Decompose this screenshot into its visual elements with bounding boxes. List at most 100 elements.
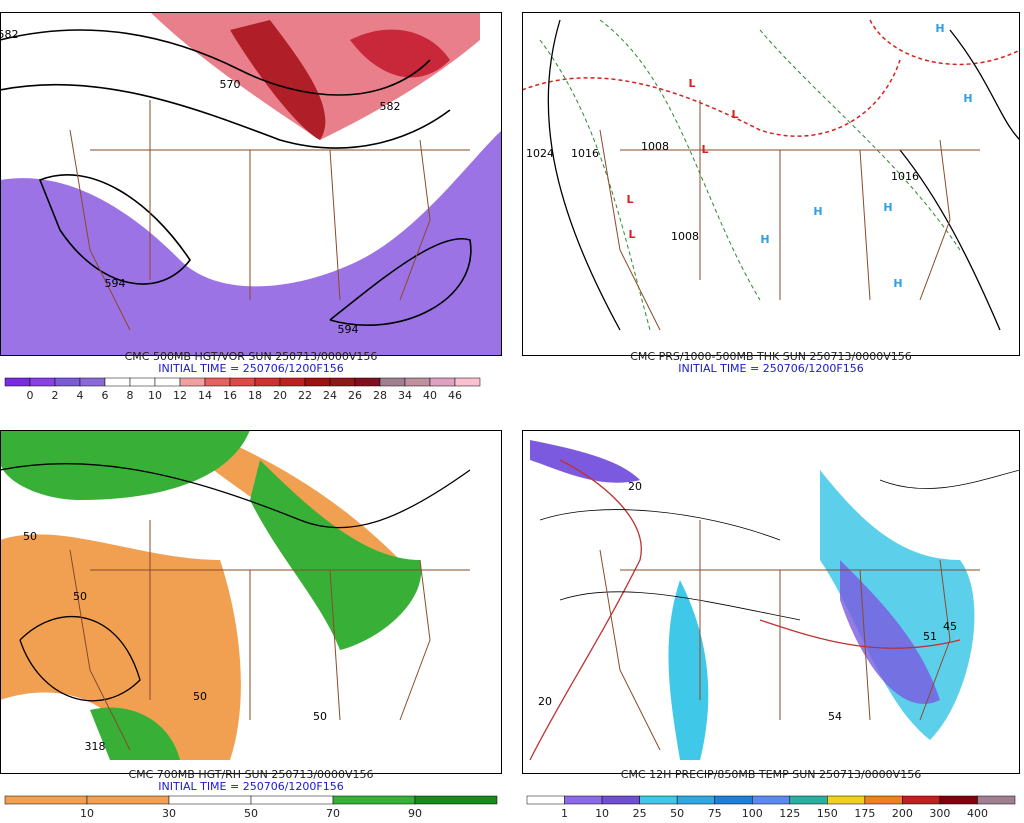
color-swatch — [86, 795, 170, 805]
scale-label: 400 — [967, 807, 988, 819]
humidity-map — [0, 430, 502, 773]
color-swatch — [564, 795, 603, 805]
contour-label: 45 — [943, 620, 957, 633]
color-swatch — [454, 377, 481, 387]
scale-label: 150 — [817, 807, 838, 819]
scale-label: 10 — [595, 807, 609, 819]
contour-label: 594 — [105, 277, 126, 290]
color-swatch — [789, 795, 828, 805]
color-swatch — [404, 377, 431, 387]
contour-label: 54 — [828, 710, 842, 723]
contour-label: L — [701, 143, 708, 156]
contour-label: 594 — [338, 323, 359, 336]
contour-label: 50 — [73, 590, 87, 603]
color-swatch — [379, 377, 406, 387]
scale-label: 22 — [298, 389, 312, 402]
contour-label: 1016 — [571, 147, 599, 160]
color-swatch — [304, 377, 331, 387]
scale-label: 46 — [448, 389, 462, 402]
scale-label: 8 — [127, 389, 134, 402]
contour-label: 582 — [0, 28, 19, 41]
color-swatch — [714, 795, 753, 805]
contour-label: 20 — [628, 480, 642, 493]
contour-label: 1008 — [671, 230, 699, 243]
scale-label: 90 — [408, 807, 422, 819]
scale-label: 30 — [162, 807, 176, 819]
scale-label: 75 — [708, 807, 722, 819]
color-swatch — [601, 795, 640, 805]
contour-label: H — [963, 92, 972, 105]
map-title: CMC 500MB HGT/VOR SUN 250713/0000V156 — [125, 350, 378, 363]
color-swatch — [250, 795, 334, 805]
color-swatch — [129, 377, 156, 387]
color-swatch — [977, 795, 1016, 805]
contour-label: 1008 — [641, 140, 669, 153]
contour-label: 318 — [85, 740, 106, 753]
contour-label: 50 — [193, 690, 207, 703]
color-swatch — [279, 377, 306, 387]
scale-label: 6 — [102, 389, 109, 402]
color-swatch — [54, 377, 81, 387]
color-swatch — [864, 795, 903, 805]
contour-label: L — [628, 228, 635, 241]
contour-label: 20 — [538, 695, 552, 708]
precip-map — [522, 430, 1020, 773]
color-swatch — [751, 795, 791, 805]
scale-label: 10 — [80, 807, 94, 819]
color-swatch — [4, 795, 88, 805]
scale-label: 12 — [173, 389, 187, 402]
scale-label: 25 — [633, 807, 647, 819]
scale-label: 24 — [323, 389, 337, 402]
color-swatch — [229, 377, 256, 387]
contour-label: L — [626, 193, 633, 206]
scale-label: 34 — [398, 389, 412, 402]
initial-time: INITIAL TIME = 250706/1200F156 — [158, 780, 343, 793]
contour-label: 50 — [313, 710, 327, 723]
color-swatch — [827, 795, 866, 805]
scale-label: 1 — [561, 807, 568, 819]
scale-label: 300 — [929, 807, 950, 819]
scale-label: 0 — [27, 389, 34, 402]
map-title: CMC PRS/1000-500MB THK SUN 250713/0000V1… — [630, 350, 911, 363]
scale-label: 125 — [779, 807, 800, 819]
contour-label: H — [813, 205, 822, 218]
map-title: CMC 700MB HGT/RH SUN 250713/0000V156 — [128, 768, 373, 781]
scale-label: 200 — [892, 807, 913, 819]
contour-label: 50 — [23, 530, 37, 543]
initial-time: INITIAL TIME = 250706/1200F156 — [678, 362, 863, 375]
scale-label: 50 — [670, 807, 684, 819]
contour-label: 51 — [923, 630, 937, 643]
scale-label: 16 — [223, 389, 237, 402]
color-swatch — [4, 377, 31, 387]
color-swatch — [79, 377, 106, 387]
scale-label: 100 — [742, 807, 763, 819]
color-swatch — [939, 795, 978, 805]
color-swatch — [254, 377, 281, 387]
color-swatch — [429, 377, 456, 387]
contour-label: H — [893, 277, 902, 290]
contour-label: 582 — [380, 100, 401, 113]
color-swatch — [639, 795, 678, 805]
contour-label: H — [760, 233, 769, 246]
scale-label: 70 — [326, 807, 340, 819]
color-swatch — [332, 795, 416, 805]
color-swatch — [29, 377, 56, 387]
contour-label: H — [883, 201, 892, 214]
color-swatch — [902, 795, 941, 805]
color-swatch — [104, 377, 131, 387]
color-swatch — [414, 795, 498, 805]
scale-label: 28 — [373, 389, 387, 402]
scale-label: 50 — [244, 807, 258, 819]
scale-label: 18 — [248, 389, 262, 402]
scale-label: 10 — [148, 389, 162, 402]
scale-label: 2 — [52, 389, 59, 402]
pressure-map — [522, 12, 1020, 355]
color-swatch — [526, 795, 565, 805]
map-title: CMC 12H PRECIP/850MB TEMP SUN 250713/000… — [621, 768, 921, 781]
color-swatch — [204, 377, 231, 387]
scale-label: 4 — [77, 389, 84, 402]
scale-label: 40 — [423, 389, 437, 402]
scale-label: 175 — [854, 807, 875, 819]
color-swatch — [154, 377, 181, 387]
